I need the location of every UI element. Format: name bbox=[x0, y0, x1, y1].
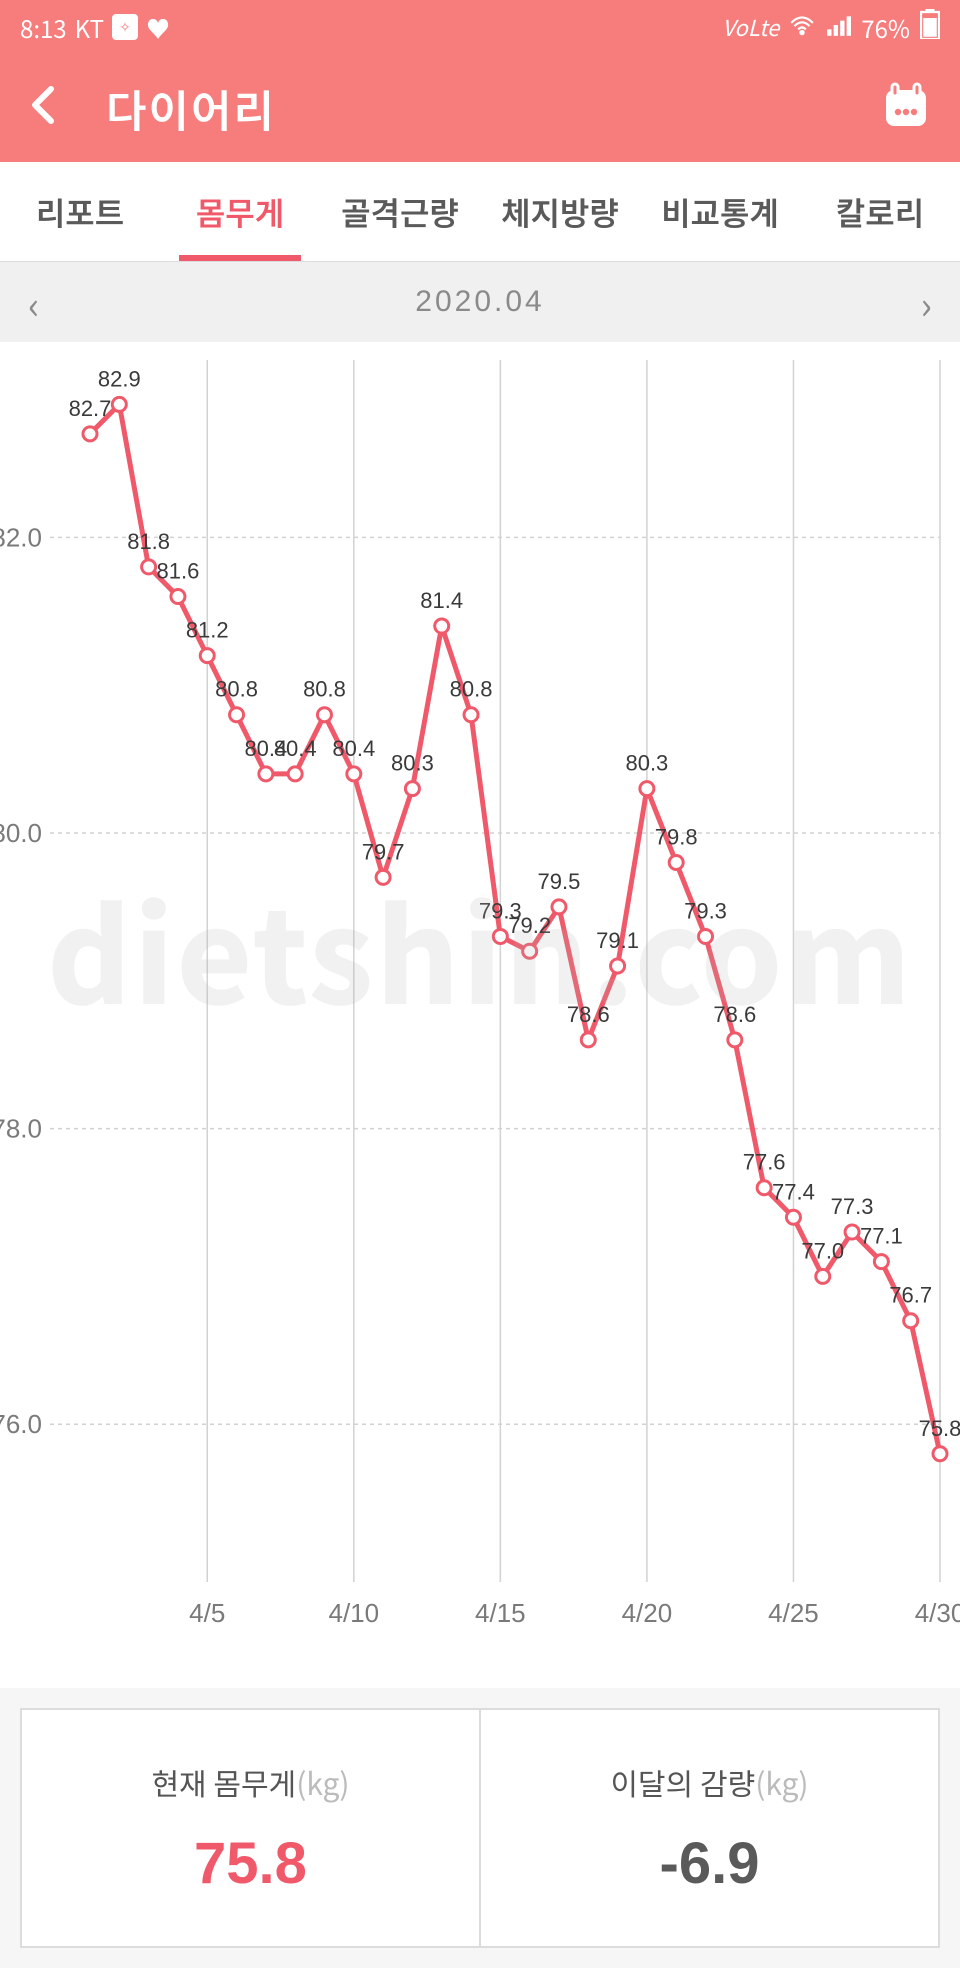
wifi-icon bbox=[789, 10, 815, 45]
current-weight-box: 현재 몸무게(kg) 75.8 bbox=[20, 1708, 480, 1948]
svg-text:78.6: 78.6 bbox=[567, 1002, 610, 1027]
svg-text:79.5: 79.5 bbox=[538, 869, 581, 894]
svg-text:79.7: 79.7 bbox=[362, 839, 405, 864]
svg-text:4/5: 4/5 bbox=[189, 1598, 225, 1628]
tab-4[interactable]: 비교통계 bbox=[640, 162, 800, 261]
svg-text:80.8: 80.8 bbox=[215, 677, 258, 702]
calendar-button[interactable] bbox=[882, 82, 930, 135]
svg-text:81.8: 81.8 bbox=[127, 529, 170, 554]
svg-text:4/10: 4/10 bbox=[328, 1598, 379, 1628]
tab-3[interactable]: 체지방량 bbox=[480, 162, 640, 261]
next-month-button[interactable]: › bbox=[921, 275, 932, 330]
svg-text:80.4: 80.4 bbox=[274, 736, 317, 761]
svg-text:79.8: 79.8 bbox=[655, 825, 698, 850]
month-selector: ‹ 2020.04 › bbox=[0, 262, 960, 342]
app-header: 다이어리 bbox=[0, 54, 960, 162]
status-app-icon: ✧ bbox=[112, 14, 138, 40]
svg-text:75.8: 75.8 bbox=[919, 1416, 960, 1441]
svg-text:81.6: 81.6 bbox=[157, 558, 200, 583]
svg-text:80.3: 80.3 bbox=[391, 751, 434, 776]
battery-icon bbox=[920, 9, 940, 46]
svg-text:78.0: 78.0 bbox=[0, 1114, 42, 1144]
svg-text:77.4: 77.4 bbox=[772, 1179, 815, 1204]
svg-text:82.0: 82.0 bbox=[0, 522, 42, 552]
status-carrier: KT bbox=[75, 10, 104, 45]
svg-text:77.6: 77.6 bbox=[743, 1150, 786, 1175]
svg-text:82.7: 82.7 bbox=[69, 396, 112, 421]
prev-month-button[interactable]: ‹ bbox=[28, 275, 39, 330]
svg-text:79.2: 79.2 bbox=[508, 913, 551, 938]
tab-2[interactable]: 골격근량 bbox=[320, 162, 480, 261]
svg-text:76.7: 76.7 bbox=[889, 1283, 932, 1308]
svg-text:77.3: 77.3 bbox=[831, 1194, 874, 1219]
svg-text:78.6: 78.6 bbox=[713, 1002, 756, 1027]
svg-text:81.4: 81.4 bbox=[420, 588, 463, 613]
volte-icon: VoLte bbox=[722, 11, 779, 43]
status-time: 8:13 bbox=[20, 10, 67, 45]
svg-text:80.0: 80.0 bbox=[0, 818, 42, 848]
tab-0[interactable]: 리포트 bbox=[0, 162, 160, 261]
stats-row: 현재 몸무게(kg) 75.8 이달의 감량(kg) -6.9 bbox=[0, 1688, 960, 1968]
battery-text: 76% bbox=[861, 10, 910, 45]
current-weight-value: 75.8 bbox=[194, 1830, 307, 1897]
month-loss-label: 이달의 감량(kg) bbox=[610, 1760, 808, 1804]
svg-text:4/15: 4/15 bbox=[475, 1598, 526, 1628]
tab-1[interactable]: 몸무게 bbox=[160, 162, 320, 261]
svg-text:81.2: 81.2 bbox=[186, 618, 229, 643]
svg-text:79.3: 79.3 bbox=[684, 898, 727, 923]
month-label: 2020.04 bbox=[415, 285, 544, 319]
weight-chart: 76.0 78.0 80.0 82.0 4/5 4/10 4/15 4/20 4/25 4/30 8… bbox=[0, 342, 960, 1688]
svg-text:77.0: 77.0 bbox=[801, 1238, 844, 1263]
current-weight-label: 현재 몸무게(kg) bbox=[151, 1760, 349, 1804]
svg-text:79.1: 79.1 bbox=[596, 928, 639, 953]
svg-text:80.3: 80.3 bbox=[625, 751, 668, 776]
heart-icon: ♥ bbox=[146, 10, 170, 45]
back-button[interactable] bbox=[30, 79, 56, 137]
metric-tabs: 리포트몸무게골격근량체지방량비교통계칼로리 bbox=[0, 162, 960, 262]
svg-text:80.4: 80.4 bbox=[332, 736, 375, 761]
svg-text:4/20: 4/20 bbox=[622, 1598, 673, 1628]
svg-text:80.8: 80.8 bbox=[450, 677, 493, 702]
page-title: 다이어리 bbox=[106, 76, 882, 140]
svg-text:80.8: 80.8 bbox=[303, 677, 346, 702]
status-bar: 8:13 KT ✧ ♥ VoLte 76% bbox=[0, 0, 960, 54]
svg-text:76.0: 76.0 bbox=[0, 1409, 42, 1439]
month-loss-box: 이달의 감량(kg) -6.9 bbox=[480, 1708, 940, 1948]
chart-svg: 76.0 78.0 80.0 82.0 4/5 4/10 4/15 4/20 4/25 4/30 8… bbox=[0, 342, 960, 1688]
svg-text:82.9: 82.9 bbox=[98, 366, 141, 391]
signal-icon bbox=[825, 10, 851, 45]
tab-5[interactable]: 칼로리 bbox=[800, 162, 960, 261]
svg-text:4/25: 4/25 bbox=[768, 1598, 819, 1628]
month-loss-value: -6.9 bbox=[660, 1830, 760, 1897]
svg-text:4/30: 4/30 bbox=[915, 1598, 960, 1628]
svg-text:77.1: 77.1 bbox=[860, 1224, 903, 1249]
